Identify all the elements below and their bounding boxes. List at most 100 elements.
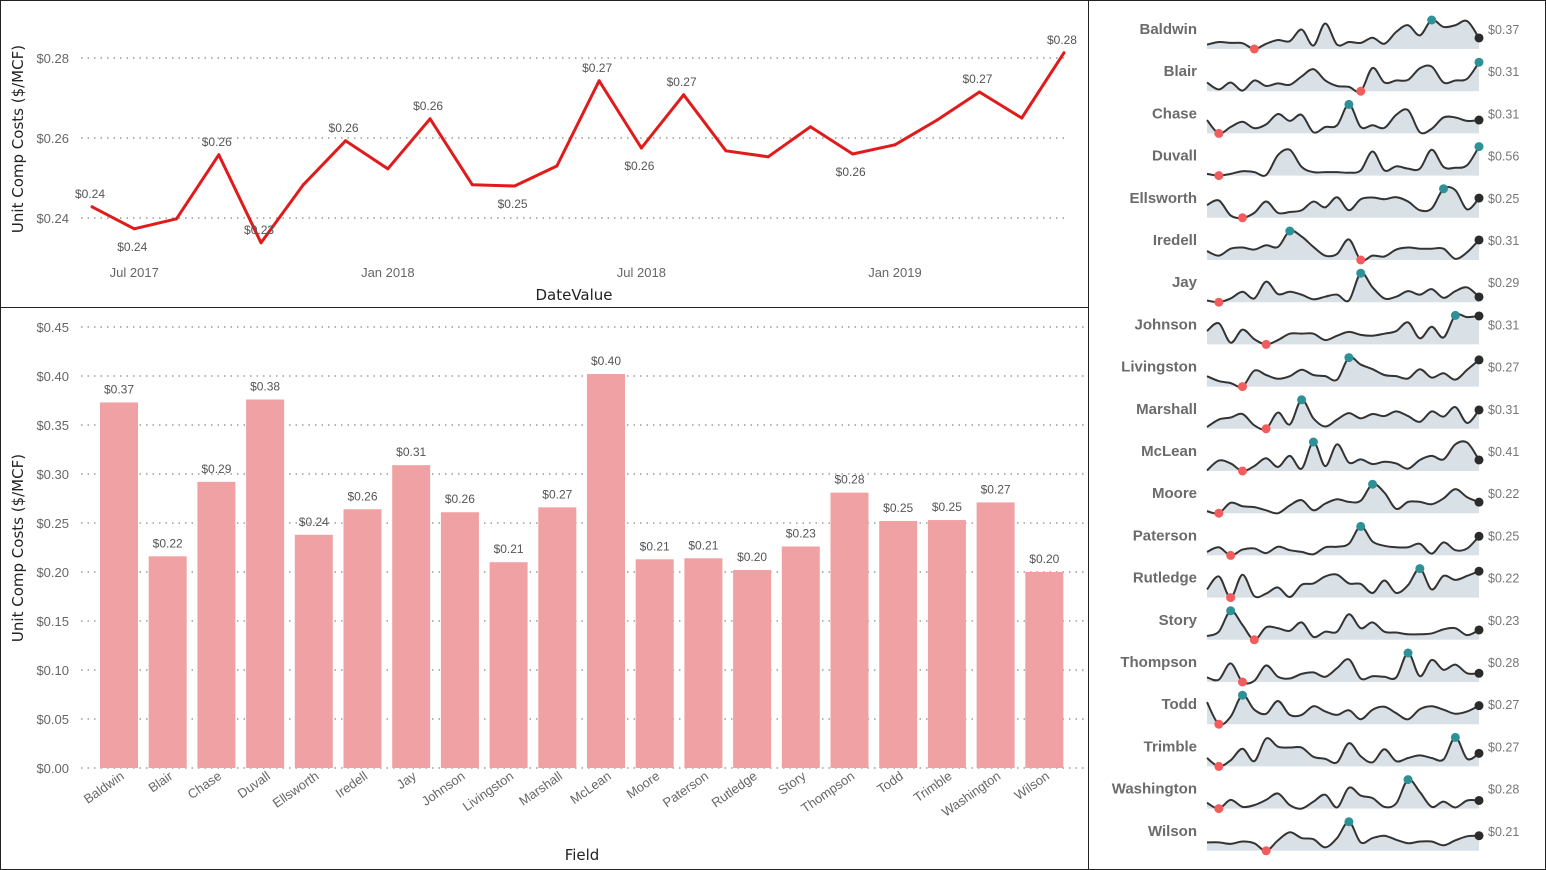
x-tick-label: Duvall xyxy=(235,768,273,801)
data-point xyxy=(766,155,770,159)
bar-data-label: $0.31 xyxy=(396,445,426,459)
sparkline-value: $0.22 xyxy=(1488,487,1519,501)
bar xyxy=(538,507,577,768)
bar-data-label: $0.27 xyxy=(542,487,572,501)
bar-data-label: $0.26 xyxy=(347,489,377,503)
sparkline-row-paterson: Paterson $0.25 xyxy=(1133,521,1519,560)
max-marker xyxy=(1450,310,1460,320)
sparkline-area xyxy=(1207,187,1479,219)
min-marker xyxy=(1214,128,1224,138)
data-label: $0.26 xyxy=(413,99,443,113)
sparkline-area xyxy=(1207,526,1479,556)
line-chart: Unit Comp Costs ($/MCF) DateValue $0.24 $… xyxy=(9,33,1077,304)
bar xyxy=(635,559,674,768)
x-tick-label: Moore xyxy=(624,768,663,801)
sparkline-line xyxy=(1206,778,1480,810)
max-marker xyxy=(1344,353,1354,363)
max-marker xyxy=(1285,226,1295,236)
x-tick-label: Baldwin xyxy=(81,768,127,806)
sparkline-value: $0.56 xyxy=(1488,150,1519,164)
sparkline-line xyxy=(1206,440,1480,473)
x-tick-label: Chase xyxy=(185,768,224,802)
data-point xyxy=(217,153,221,157)
sparkline-row-marshall: Marshall $0.31 xyxy=(1136,395,1519,434)
sparkline-row-moore: Moore $0.22 xyxy=(1152,479,1519,518)
data-point xyxy=(1062,51,1066,55)
bar xyxy=(392,465,431,768)
sparkline-area xyxy=(1207,695,1479,725)
last-marker xyxy=(1474,115,1484,125)
sparkline-line xyxy=(1206,146,1480,177)
sparkline-name: Livingston xyxy=(1121,359,1197,376)
sparkline-value: $0.23 xyxy=(1488,614,1519,628)
sparkline-area xyxy=(1207,104,1479,134)
bar xyxy=(733,570,772,768)
bar-data-label: $0.40 xyxy=(591,354,621,368)
min-marker xyxy=(1249,44,1259,54)
bar xyxy=(246,399,285,768)
line-chart-panel: Unit Comp Costs ($/MCF) DateValue $0.24 $… xyxy=(0,0,1089,308)
bar xyxy=(684,558,723,768)
sparkline-value: $0.31 xyxy=(1488,65,1519,79)
bar xyxy=(294,534,333,768)
bar-data-label: $0.28 xyxy=(834,473,864,487)
bar-data-label: $0.25 xyxy=(932,500,962,514)
sparkline-area xyxy=(1207,821,1479,851)
max-marker xyxy=(1368,479,1378,489)
y-tick-label: $0.30 xyxy=(36,467,69,482)
x-tick-label: Jay xyxy=(394,768,420,792)
sparkline-name: Johnson xyxy=(1135,316,1198,333)
sparkline-row-rutledge: Rutledge $0.22 xyxy=(1133,564,1519,603)
sparkline-area xyxy=(1207,146,1479,176)
x-tick-label: Blair xyxy=(146,768,176,796)
min-marker xyxy=(1237,677,1247,687)
bar xyxy=(879,521,918,768)
sparkline-value: $0.31 xyxy=(1488,318,1519,332)
max-marker xyxy=(1297,395,1307,405)
y-tick-label: $0.28 xyxy=(36,51,69,66)
sparkline-name: Rutledge xyxy=(1133,570,1197,587)
min-marker xyxy=(1356,255,1366,265)
y-tick-label: $0.10 xyxy=(36,663,69,678)
data-point xyxy=(301,183,305,187)
data-label: $0.24 xyxy=(117,240,147,254)
max-marker xyxy=(1439,184,1449,194)
min-marker xyxy=(1214,804,1224,814)
last-marker xyxy=(1474,668,1484,678)
data-point xyxy=(808,125,812,129)
sparkline-line xyxy=(1206,229,1480,262)
sparkline-value: $0.22 xyxy=(1488,572,1519,586)
sparkline-name: Trimble xyxy=(1144,738,1197,755)
sparkline-area xyxy=(1207,483,1479,514)
bar-data-label: $0.21 xyxy=(640,539,670,553)
last-marker xyxy=(1474,405,1484,415)
data-label: $0.26 xyxy=(329,121,359,135)
sparkline-line xyxy=(1206,61,1480,93)
x-tick-label: Jan 2019 xyxy=(868,265,922,280)
sparkline-name: Paterson xyxy=(1133,527,1197,544)
sparkline-row-story: Story $0.23 xyxy=(1159,606,1519,645)
y-tick-label: $0.25 xyxy=(36,516,69,531)
x-tick-label: Paterson xyxy=(660,768,711,810)
min-marker xyxy=(1226,593,1236,603)
sparkline-line xyxy=(1206,356,1480,389)
last-marker xyxy=(1474,235,1484,245)
last-marker xyxy=(1474,455,1484,465)
min-marker xyxy=(1226,550,1236,560)
sparkline-name: Baldwin xyxy=(1139,21,1197,38)
x-tick-label: Trimble xyxy=(911,768,955,805)
sparkline-value: $0.28 xyxy=(1488,656,1519,670)
sparkline-row-iredell: Iredell $0.31 xyxy=(1153,226,1519,265)
data-point xyxy=(851,152,855,156)
x-tick-label: Todd xyxy=(874,768,906,796)
data-label: $0.27 xyxy=(582,61,612,75)
data-label: $0.27 xyxy=(667,75,697,89)
bar-y-axis-title: Unit Comp Costs ($/MCF) xyxy=(9,454,27,642)
bar-data-label: $0.20 xyxy=(737,550,767,564)
y-tick-label: $0.40 xyxy=(36,369,69,384)
data-label: $0.28 xyxy=(1047,33,1077,47)
sparkline-name: Todd xyxy=(1161,696,1197,713)
data-point xyxy=(259,241,263,245)
series-line xyxy=(91,51,1066,245)
sparkline-value: $0.31 xyxy=(1488,107,1519,121)
